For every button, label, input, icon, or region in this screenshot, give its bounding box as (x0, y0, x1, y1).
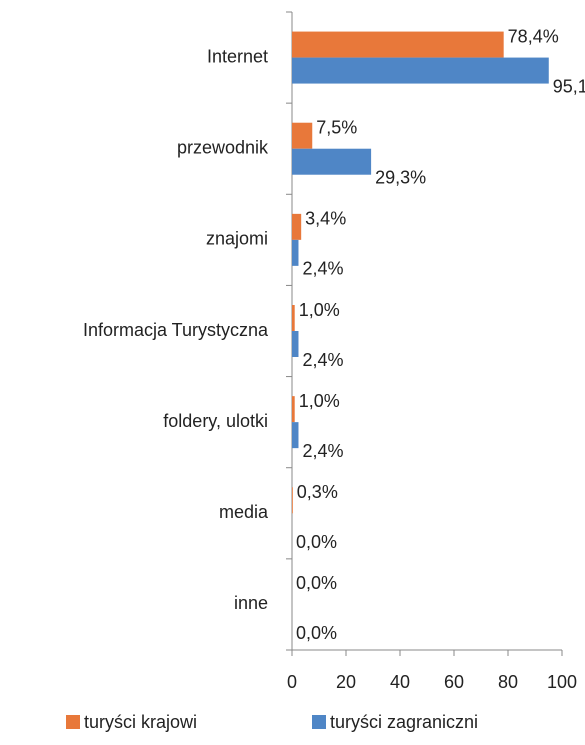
category-label: Internet (207, 46, 268, 66)
value-label: 7,5% (316, 117, 357, 137)
bar (292, 396, 295, 423)
category-label: media (219, 502, 269, 522)
bar (292, 239, 299, 266)
value-label: 0,0% (296, 573, 337, 593)
value-label: 0,3% (297, 482, 338, 502)
category-label: inne (234, 593, 268, 613)
bar (292, 331, 299, 357)
x-tick-label: 100 (547, 672, 577, 692)
category-label: foldery, ulotki (163, 411, 268, 431)
value-label: 95,1% (553, 76, 585, 96)
value-label: 1,0% (299, 391, 340, 411)
category-label: znajomi (206, 229, 268, 249)
value-label: 2,4% (302, 259, 343, 279)
x-tick-label: 40 (390, 672, 410, 692)
value-label: 3,4% (305, 209, 346, 229)
legend-label: turyści zagraniczni (330, 712, 478, 732)
bar (292, 305, 295, 331)
legend-swatch (66, 715, 80, 729)
x-tick-label: 80 (498, 672, 518, 692)
legend-label: turyści krajowi (84, 712, 197, 732)
legend-swatch (312, 715, 326, 729)
bar (292, 122, 313, 149)
value-label: 0,0% (296, 532, 337, 552)
bar (292, 213, 302, 240)
bar (292, 57, 549, 84)
category-label: przewodnik (177, 137, 269, 157)
value-label: 29,3% (375, 167, 426, 187)
x-tick-label: 20 (336, 672, 356, 692)
category-label: Informacja Turystyczna (83, 320, 269, 340)
bar (292, 31, 504, 58)
bar (292, 487, 293, 514)
value-label: 2,4% (302, 441, 343, 461)
value-label: 2,4% (302, 350, 343, 370)
value-label: 78,4% (508, 26, 559, 46)
x-tick-label: 60 (444, 672, 464, 692)
x-tick-label: 0 (287, 672, 297, 692)
bar (292, 422, 299, 449)
value-label: 1,0% (299, 300, 340, 320)
bar (292, 148, 372, 175)
value-label: 0,0% (296, 623, 337, 643)
